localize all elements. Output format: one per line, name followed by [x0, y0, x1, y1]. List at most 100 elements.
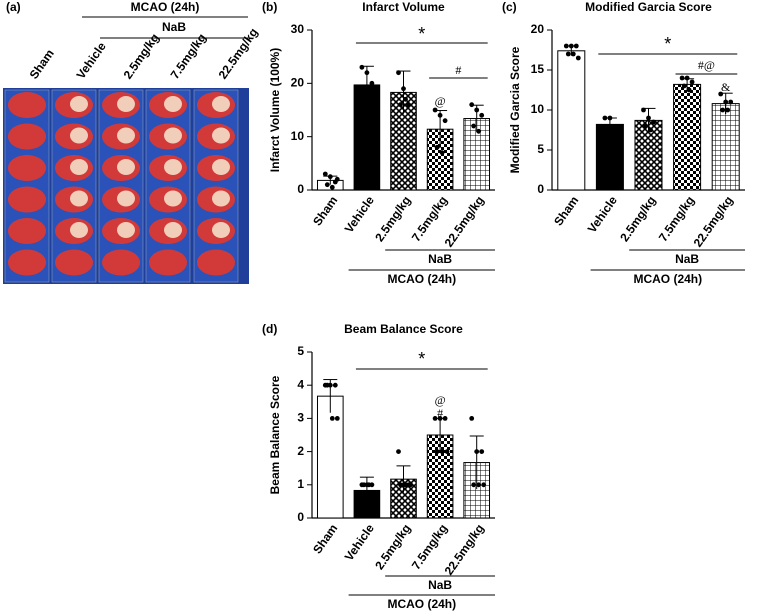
- y-axis-label: Beam Balance Score: [268, 375, 282, 494]
- data-point: [718, 91, 724, 97]
- data-point: [681, 83, 687, 89]
- significance-mark: #@: [698, 58, 715, 72]
- significance-mark: *: [418, 24, 425, 44]
- infarct: [117, 159, 135, 175]
- panel-label: (a): [6, 0, 21, 14]
- bar: [595, 123, 624, 191]
- significance-mark: *: [418, 349, 425, 369]
- data-point: [406, 102, 411, 108]
- data-point: [563, 43, 569, 49]
- group-label: NaB: [428, 578, 452, 592]
- y-tick-label: 10: [531, 102, 545, 116]
- group-label: MCAO (24h): [131, 0, 200, 14]
- group-label: NaB: [428, 252, 452, 266]
- y-tick-label: 20: [291, 76, 305, 90]
- data-point: [725, 107, 731, 113]
- x-tick-label: 22.5mg/kg: [691, 194, 736, 250]
- data-point: [403, 96, 408, 102]
- column-label: Sham: [27, 47, 57, 82]
- data-point: [720, 107, 726, 113]
- y-axis-label: Infarct Volume (100%): [268, 48, 282, 172]
- infarct: [212, 96, 230, 112]
- data-point: [329, 184, 335, 190]
- data-point: [469, 102, 475, 108]
- panel-label: (b): [262, 0, 277, 14]
- data-point: [437, 112, 443, 118]
- brain-slice: [8, 186, 46, 213]
- data-point: [366, 482, 372, 488]
- data-point: [565, 51, 571, 57]
- x-tick-label: 7.5mg/kg: [656, 194, 697, 245]
- x-tick-label: 2.5mg/kg: [372, 194, 413, 245]
- y-tick-label: 15: [531, 62, 545, 76]
- group-label: MCAO (24h): [387, 272, 456, 286]
- y-tick-label: 0: [297, 510, 304, 524]
- data-point: [570, 51, 576, 57]
- x-tick-label: Sham: [310, 194, 340, 229]
- data-point: [396, 449, 401, 454]
- x-tick-label: Sham: [551, 194, 581, 229]
- data-point: [728, 99, 734, 105]
- data-point: [442, 118, 448, 124]
- data-point: [439, 449, 445, 454]
- data-point: [575, 55, 581, 61]
- group-label: MCAO (24h): [633, 272, 702, 286]
- data-point: [471, 482, 477, 488]
- data-point: [568, 43, 574, 49]
- y-tick-label: 5: [297, 344, 304, 358]
- y-tick-label: 20: [531, 22, 545, 36]
- data-point: [648, 127, 653, 133]
- data-point: [359, 64, 365, 70]
- x-tick-label: Sham: [310, 522, 340, 557]
- y-tick-label: 0: [297, 182, 304, 196]
- brain-slice: [55, 249, 93, 276]
- panel-label: (d): [262, 322, 277, 336]
- brain-slice: [8, 92, 46, 118]
- infarct: [164, 96, 182, 112]
- x-tick-label: Vehicle: [342, 521, 377, 563]
- data-point: [607, 115, 613, 121]
- data-point: [723, 99, 729, 105]
- data-point: [444, 449, 450, 454]
- y-tick-label: 1: [297, 477, 304, 491]
- data-point: [686, 87, 692, 93]
- infarct: [117, 127, 135, 144]
- significance-mark: #: [455, 63, 461, 77]
- data-point: [401, 86, 406, 92]
- bar: [316, 395, 344, 519]
- photo-panel: [3, 88, 249, 284]
- x-tick-label: Vehicle: [342, 193, 377, 235]
- significance-mark: &: [721, 80, 731, 94]
- data-point: [651, 119, 656, 125]
- data-point: [643, 123, 648, 129]
- infarct: [70, 127, 88, 144]
- brain-slice: [8, 218, 46, 244]
- group-label: NaB: [675, 252, 699, 266]
- data-point: [364, 70, 370, 76]
- infarct: [117, 190, 135, 207]
- data-point: [479, 449, 485, 454]
- data-point: [442, 416, 448, 421]
- infarct: [70, 222, 88, 238]
- chart-title: Infarct Volume: [362, 0, 445, 14]
- infarct: [212, 159, 230, 175]
- infarct: [164, 127, 182, 144]
- brain-slice: [102, 249, 140, 276]
- data-point: [329, 416, 335, 421]
- data-point: [432, 416, 438, 421]
- data-point: [439, 150, 445, 156]
- data-point: [471, 123, 477, 129]
- x-tick-label: 2.5mg/kg: [372, 522, 413, 573]
- data-point: [334, 416, 340, 421]
- infarct: [70, 159, 88, 175]
- bar: [711, 103, 740, 191]
- data-point: [434, 449, 440, 454]
- data-point: [641, 107, 646, 113]
- data-point: [689, 79, 695, 85]
- significance-mark: *: [664, 34, 671, 54]
- data-point: [602, 115, 608, 121]
- significance-mark: @: [435, 393, 446, 407]
- data-point: [646, 115, 651, 121]
- data-point: [479, 112, 485, 118]
